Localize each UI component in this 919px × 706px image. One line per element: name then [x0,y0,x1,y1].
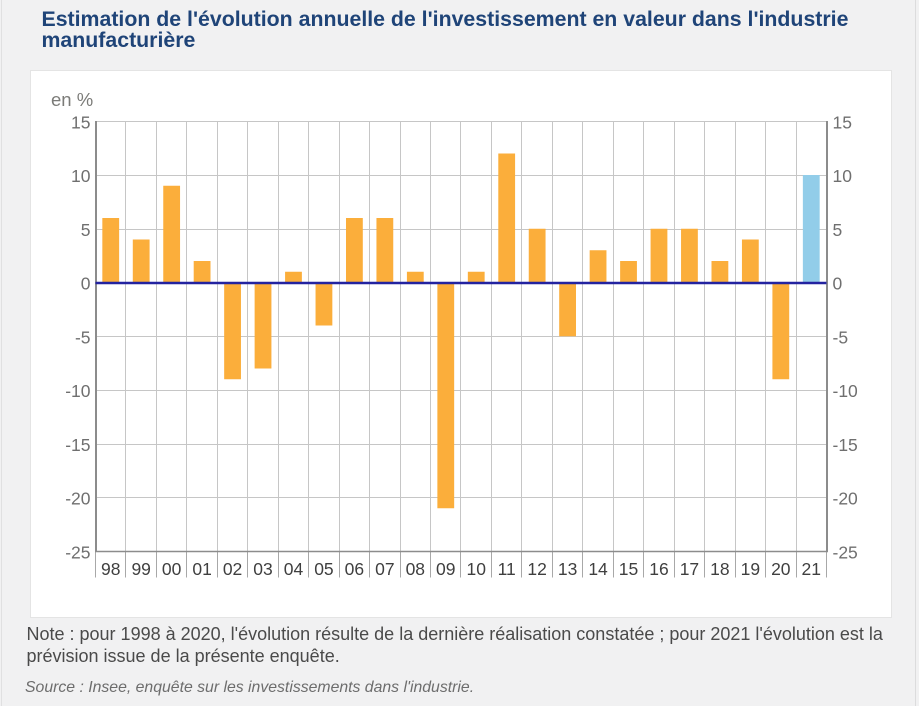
svg-text:02: 02 [223,559,242,579]
svg-text:99: 99 [131,559,150,579]
svg-text:21: 21 [802,559,821,579]
svg-text:05: 05 [314,559,333,579]
svg-text:-15: -15 [833,435,858,455]
svg-text:0: 0 [81,274,91,294]
svg-text:20: 20 [771,559,791,579]
svg-text:01: 01 [192,559,211,579]
svg-text:10: 10 [71,166,91,186]
svg-text:18: 18 [710,559,729,579]
svg-text:16: 16 [649,559,668,579]
svg-text:-10: -10 [65,381,91,401]
svg-text:10: 10 [833,166,853,186]
svg-text:-25: -25 [65,542,90,562]
svg-text:13: 13 [558,559,577,579]
svg-text:07: 07 [375,559,394,579]
svg-text:15: 15 [619,559,638,579]
svg-text:-5: -5 [75,327,91,347]
svg-text:00: 00 [162,559,182,579]
svg-text:15: 15 [833,112,852,132]
svg-text:06: 06 [345,559,364,579]
svg-text:-20: -20 [65,489,91,509]
svg-text:-25: -25 [833,542,858,562]
svg-text:17: 17 [680,559,699,579]
svg-text:04: 04 [284,559,304,579]
svg-text:03: 03 [253,559,272,579]
svg-text:-15: -15 [65,435,90,455]
svg-text:5: 5 [81,220,91,240]
svg-text:5: 5 [833,220,843,240]
svg-text:0: 0 [833,274,843,294]
svg-text:08: 08 [406,559,425,579]
svg-text:12: 12 [527,559,546,579]
svg-text:14: 14 [588,559,608,579]
svg-text:09: 09 [436,559,455,579]
svg-text:-20: -20 [833,489,859,509]
svg-text:10: 10 [466,559,486,579]
svg-text:-10: -10 [833,381,859,401]
svg-text:11: 11 [498,559,516,579]
svg-text:15: 15 [71,112,90,132]
svg-text:-5: -5 [833,327,849,347]
svg-text:98: 98 [101,559,120,579]
svg-text:19: 19 [741,559,760,579]
